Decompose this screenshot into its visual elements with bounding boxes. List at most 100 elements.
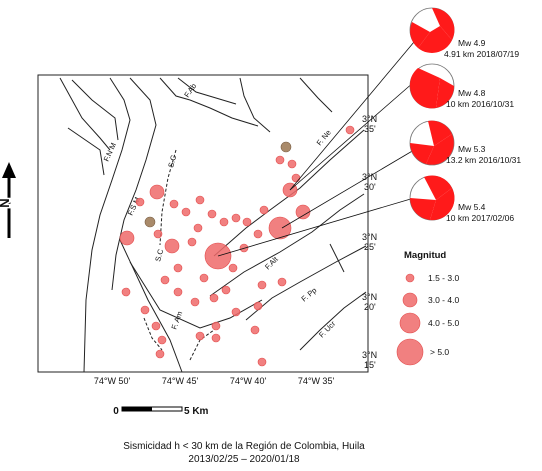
earthquake-marker	[275, 155, 285, 165]
fault-line	[111, 77, 157, 291]
fault-line	[67, 127, 105, 176]
earthquake-marker	[295, 204, 311, 220]
earthquake-marker	[199, 273, 209, 283]
fault-lines	[59, 77, 367, 373]
north-label-halo: N	[0, 198, 12, 207]
legend-symbol	[396, 338, 424, 366]
focal-mechanism: Mw 5.3 13.2 km 2016/10/31	[409, 120, 521, 166]
fault-line	[83, 77, 131, 373]
longitude-ticks: 74°W 50' 74°W 45' 74°W 40' 74°W 35'	[94, 376, 335, 386]
scale-start-label: 0	[113, 406, 119, 417]
mechanism-detail: 13.2 km 2016/10/31	[446, 155, 521, 165]
fault-line	[59, 77, 111, 151]
mechanism-detail: 10 km 2016/10/31	[446, 99, 514, 109]
longitude-tick-label: 74°W 35'	[298, 376, 335, 386]
earthquake-markers	[119, 125, 355, 367]
earthquake-marker	[257, 357, 267, 367]
fault-line	[239, 77, 271, 133]
beachball-quadrant	[409, 68, 440, 109]
latitude-tick-minutes: 15'	[364, 360, 376, 370]
earthquake-marker	[253, 229, 263, 239]
fault-line	[159, 77, 259, 127]
north-arrow: N N	[0, 162, 16, 238]
earthquake-marker	[155, 349, 165, 359]
earthquake-marker-deep	[144, 216, 156, 228]
mechanism-magnitude: Mw 5.3	[458, 144, 486, 154]
latitude-tick-minutes: 25'	[364, 242, 376, 252]
fault-labels: F.Ab F.N M S.C F.S M S.C F.Alt F. Ne F. …	[102, 82, 338, 340]
leader-line	[289, 81, 415, 191]
earthquake-marker	[151, 321, 161, 331]
legend-label: 3.0 - 4.0	[428, 295, 459, 305]
latitude-tick-degrees: 3°N	[362, 350, 377, 360]
earthquake-marker	[121, 287, 131, 297]
latitude-tick-degrees: 3°N	[362, 232, 377, 242]
earthquake-marker	[219, 217, 229, 227]
earthquake-marker	[211, 321, 221, 331]
latitude-tick-minutes: 35'	[364, 124, 376, 134]
earthquake-marker	[345, 125, 355, 135]
north-arrow-icon	[2, 162, 16, 178]
earthquake-marker	[209, 293, 219, 303]
legend-label: 1.5 - 3.0	[428, 273, 459, 283]
earthquake-marker	[259, 205, 269, 215]
earthquake-marker	[149, 184, 165, 200]
fault-line	[213, 129, 365, 257]
beachball-quadrant	[426, 134, 454, 165]
earthquake-marker	[250, 325, 260, 335]
earthquake-marker	[195, 331, 205, 341]
earthquake-marker	[291, 173, 301, 183]
beachball-quadrant	[410, 143, 434, 164]
earthquake-marker	[268, 216, 292, 240]
legend-symbol	[402, 292, 418, 308]
fault-label: S.C	[153, 248, 165, 263]
earthquake-marker	[221, 285, 231, 295]
fault-line	[129, 261, 263, 329]
fault-label: S.C	[166, 154, 178, 169]
mechanism-detail: 4.91 km 2018/07/19	[444, 49, 519, 59]
fault-line	[299, 291, 367, 351]
earthquake-marker	[242, 217, 252, 227]
scale-end-label: 5 Km	[184, 406, 209, 417]
leader-line	[289, 41, 415, 191]
earthquake-marker	[160, 275, 170, 285]
earthquake-marker	[140, 305, 150, 315]
earthquake-marker	[153, 229, 163, 239]
earthquake-marker	[173, 287, 183, 297]
legend-symbol	[399, 312, 421, 334]
earthquake-marker	[119, 230, 135, 246]
earthquake-marker	[211, 333, 221, 343]
focal-mechanism: Mw 5.4 10 km 2017/02/06	[409, 175, 514, 223]
focal-mechanism: Mw 4.8 10 km 2016/10/31	[409, 63, 514, 109]
earthquake-marker-deep	[280, 141, 292, 153]
latitude-tick-degrees: 3°N	[362, 292, 377, 302]
fault-line	[71, 79, 119, 141]
mechanism-magnitude: Mw 5.4	[458, 202, 486, 212]
longitude-tick-label: 74°W 40'	[230, 376, 267, 386]
earthquake-marker	[135, 197, 145, 207]
beachball-quadrant	[410, 22, 430, 48]
earthquake-marker	[287, 159, 297, 169]
longitude-tick-label: 74°W 45'	[162, 376, 199, 386]
latitude-tick-degrees: 3°N	[362, 172, 377, 182]
beachball-quadrant	[409, 198, 436, 220]
focal-mechanisms: Mw 4.9 4.91 km 2018/07/19 Mw 4.8 10 km 2…	[409, 7, 521, 223]
earthquake-marker	[231, 307, 241, 317]
longitude-tick-label: 74°W 50'	[94, 376, 131, 386]
beachball-quadrant	[418, 26, 452, 53]
fault-line	[329, 243, 345, 273]
caption-line-2: 2013/02/25 – 2020/01/18	[188, 454, 300, 465]
fault-line	[299, 77, 333, 113]
earthquake-marker	[187, 237, 197, 247]
earthquake-marker	[193, 223, 203, 233]
earthquake-marker	[228, 263, 238, 273]
earthquake-marker	[169, 199, 179, 209]
scale-bar: 0 5 Km	[113, 406, 208, 417]
legend-symbol	[405, 273, 415, 283]
map-frame	[37, 74, 369, 373]
north-label: N	[0, 198, 12, 207]
latitude-tick-minutes: 30'	[364, 182, 376, 192]
fault-line-dashed	[159, 149, 177, 246]
earthquake-marker	[207, 209, 217, 219]
